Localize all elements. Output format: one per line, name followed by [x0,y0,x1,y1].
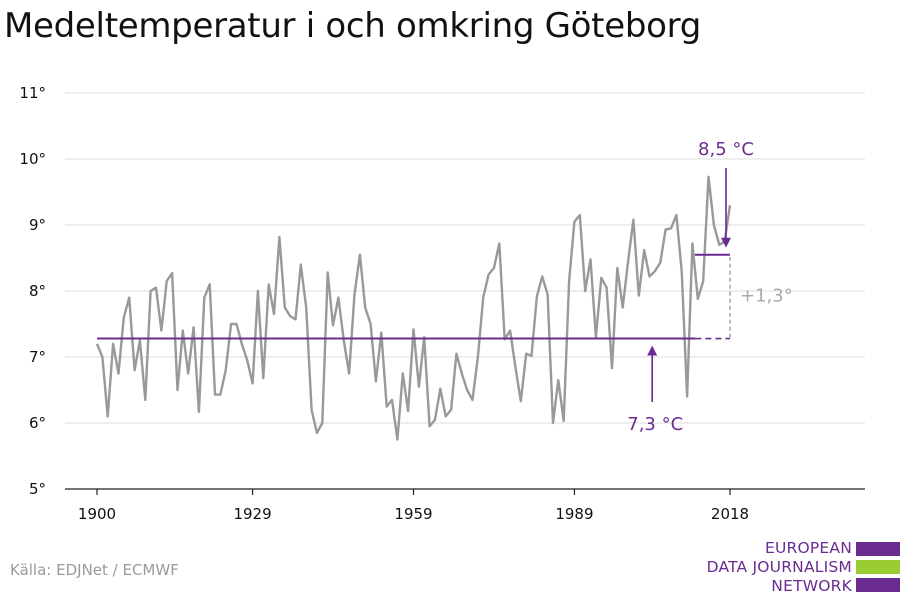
x-tick-label-1989: 1989 [555,505,593,523]
logo-line-3: NETWORK [771,577,852,595]
source-note: Källa: EDJNet / ECMWF [10,561,179,579]
y-tick-label-5: 5° [29,480,46,498]
logo-line-2: DATA JOURNALISM [706,558,852,576]
temperature-series-line [95,175,732,441]
baseline-label: 7,3 °C [627,414,683,435]
edjnet-logo: EUROPEAN DATA JOURNALISM NETWORK [700,538,900,596]
y-tick-label-6: 6° [29,414,46,432]
x-tick-label-1959: 1959 [394,505,432,523]
x-tick-label-1900: 1900 [78,505,116,523]
x-tick-label-1929: 1929 [233,505,271,523]
y-tick-label-10: 10° [19,150,46,168]
recent-label: 8,5 °C [698,139,754,160]
axes: 5° 6° 7° 8° 9° 10° 11° 1900 1929 1959 1989 2018 [19,84,865,523]
series-layer [95,175,732,441]
y-tick-label-7: 7° [29,348,46,366]
gridlines [65,92,865,424]
x-tick-label-2018: 2018 [711,505,749,523]
logo-bar-purple-top [856,542,900,556]
logo-bar-purple-bottom [856,578,900,592]
difference-label: +1,3° [740,286,793,307]
y-tick-label-8: 8° [29,282,46,300]
chart-title: Medeltemperatur i och omkring Göteborg [4,6,701,46]
y-tick-label-9: 9° [29,216,46,234]
y-tick-label-11: 11° [19,84,46,102]
annotations: +1,3° 7,3 °C 8,5 °C [627,139,792,435]
logo-bar-green [856,560,900,574]
logo-line-1: EUROPEAN [764,539,852,557]
